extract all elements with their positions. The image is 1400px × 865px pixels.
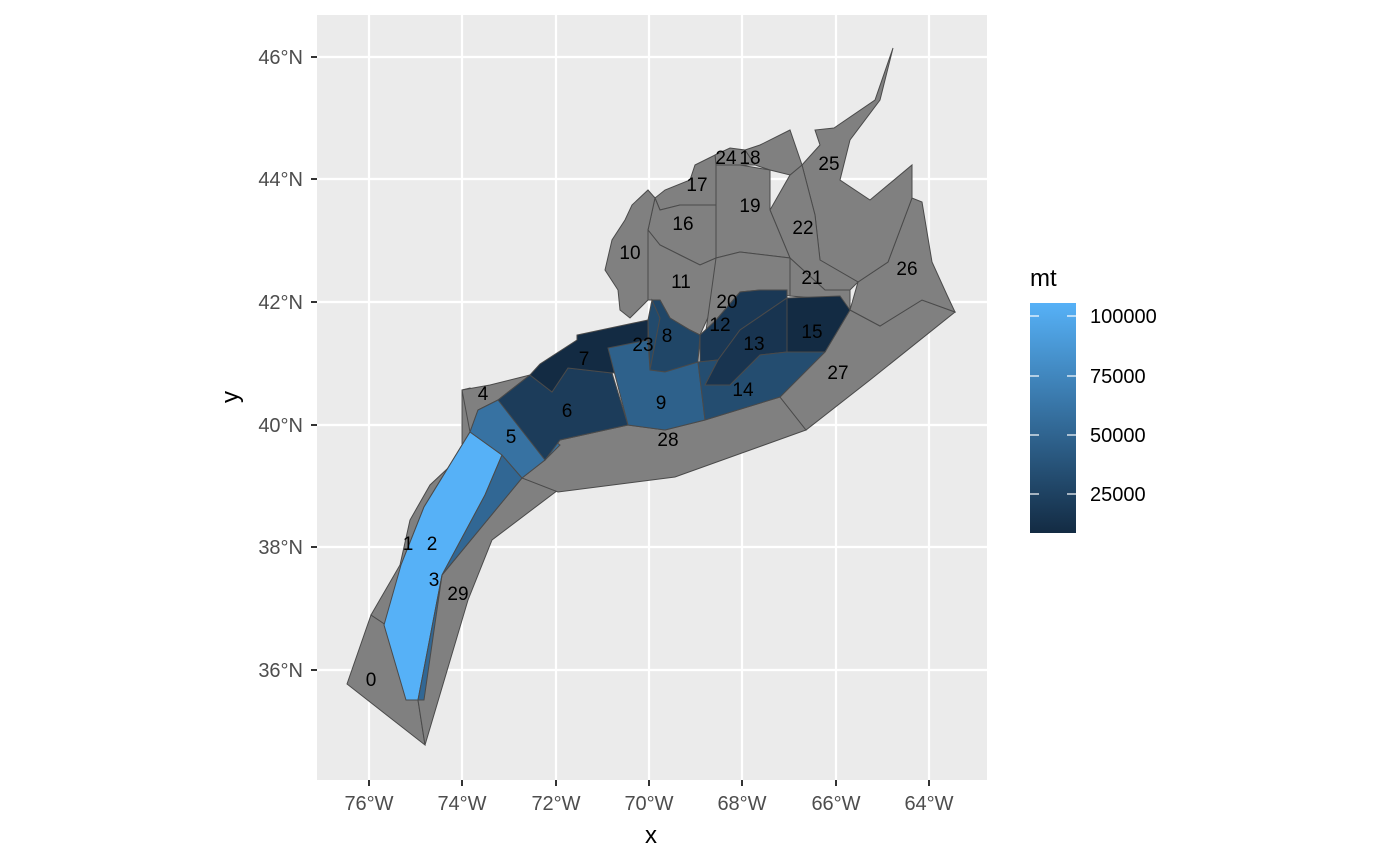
- area-label-15: 15: [801, 322, 822, 343]
- area-label-16: 16: [672, 214, 693, 235]
- region-8[interactable]: [649, 299, 701, 373]
- area-label-19: 19: [739, 196, 760, 217]
- y-tick-label: 44°N: [258, 169, 303, 191]
- area-label-2: 2: [427, 534, 438, 555]
- legend-label: 75000: [1090, 366, 1146, 388]
- area-label-11: 11: [671, 272, 691, 293]
- legend-label: 25000: [1090, 484, 1146, 506]
- y-axis-title: y: [217, 391, 244, 403]
- x-tick-label: 64°W: [904, 793, 953, 815]
- legend-ticks: [1030, 315, 1076, 495]
- area-label-12: 12: [709, 315, 730, 336]
- area-label-6: 6: [562, 401, 573, 422]
- area-label-4: 4: [478, 384, 489, 405]
- legend-colorbar: [1030, 303, 1076, 533]
- region-18[interactable]: [744, 129, 803, 176]
- area-label-17: 17: [686, 175, 707, 196]
- area-label-29: 29: [447, 584, 468, 605]
- legend-label: 50000: [1090, 425, 1146, 447]
- area-label-7: 7: [579, 349, 590, 370]
- area-label-20: 20: [716, 292, 737, 313]
- x-tick-label: 68°W: [717, 793, 766, 815]
- x-axis-title: x: [645, 822, 657, 849]
- y-tick-label: 46°N: [258, 47, 303, 69]
- area-label-1: 1: [403, 534, 414, 555]
- area-labels: 0 1 2 3 4 5 6 7 8 9 10 11 12 13 14 15 16…: [366, 148, 918, 691]
- area-label-25: 25: [818, 154, 839, 175]
- region-5[interactable]: [469, 399, 561, 479]
- x-tick-label: 76°W: [344, 793, 393, 815]
- area-label-8: 8: [662, 326, 673, 347]
- legend-label: 100000: [1090, 306, 1157, 328]
- y-tick-labels: 46°N 44°N 42°N 40°N 38°N 36°N: [258, 47, 303, 682]
- region-15[interactable]: [786, 295, 851, 353]
- y-tick-label: 38°N: [258, 537, 303, 559]
- x-tick-label: 72°W: [531, 793, 580, 815]
- area-label-24: 24: [715, 148, 737, 169]
- area-label-21: 21: [801, 268, 822, 289]
- x-tick-label: 70°W: [624, 793, 673, 815]
- area-label-28: 28: [657, 430, 678, 451]
- legend-title: mt: [1030, 265, 1057, 292]
- axis-ticks: [311, 56, 930, 786]
- area-label-23: 23: [632, 335, 653, 356]
- area-label-0: 0: [366, 670, 377, 691]
- x-tick-labels: 76°W 74°W 72°W 70°W 68°W 66°W 64°W: [344, 793, 953, 815]
- y-tick-label: 36°N: [258, 660, 303, 682]
- area-label-5: 5: [506, 427, 517, 448]
- area-label-14: 14: [732, 380, 754, 401]
- area-label-9: 9: [656, 393, 667, 414]
- area-label-22: 22: [792, 218, 813, 239]
- x-tick-label: 74°W: [437, 793, 486, 815]
- regions: [346, 47, 957, 747]
- area-label-18: 18: [739, 148, 760, 169]
- y-tick-label: 40°N: [258, 415, 303, 437]
- x-tick-label: 66°W: [811, 793, 860, 815]
- legend: mt 100000 75000 50000 25000: [1030, 265, 1157, 533]
- region-10[interactable]: [604, 189, 656, 319]
- region-14[interactable]: [697, 351, 827, 421]
- y-tick-label: 42°N: [258, 292, 303, 314]
- area-label-10: 10: [619, 243, 640, 264]
- area-label-13: 13: [743, 334, 764, 355]
- area-label-3: 3: [429, 570, 440, 591]
- area-label-26: 26: [896, 259, 917, 280]
- area-label-27: 27: [827, 363, 848, 384]
